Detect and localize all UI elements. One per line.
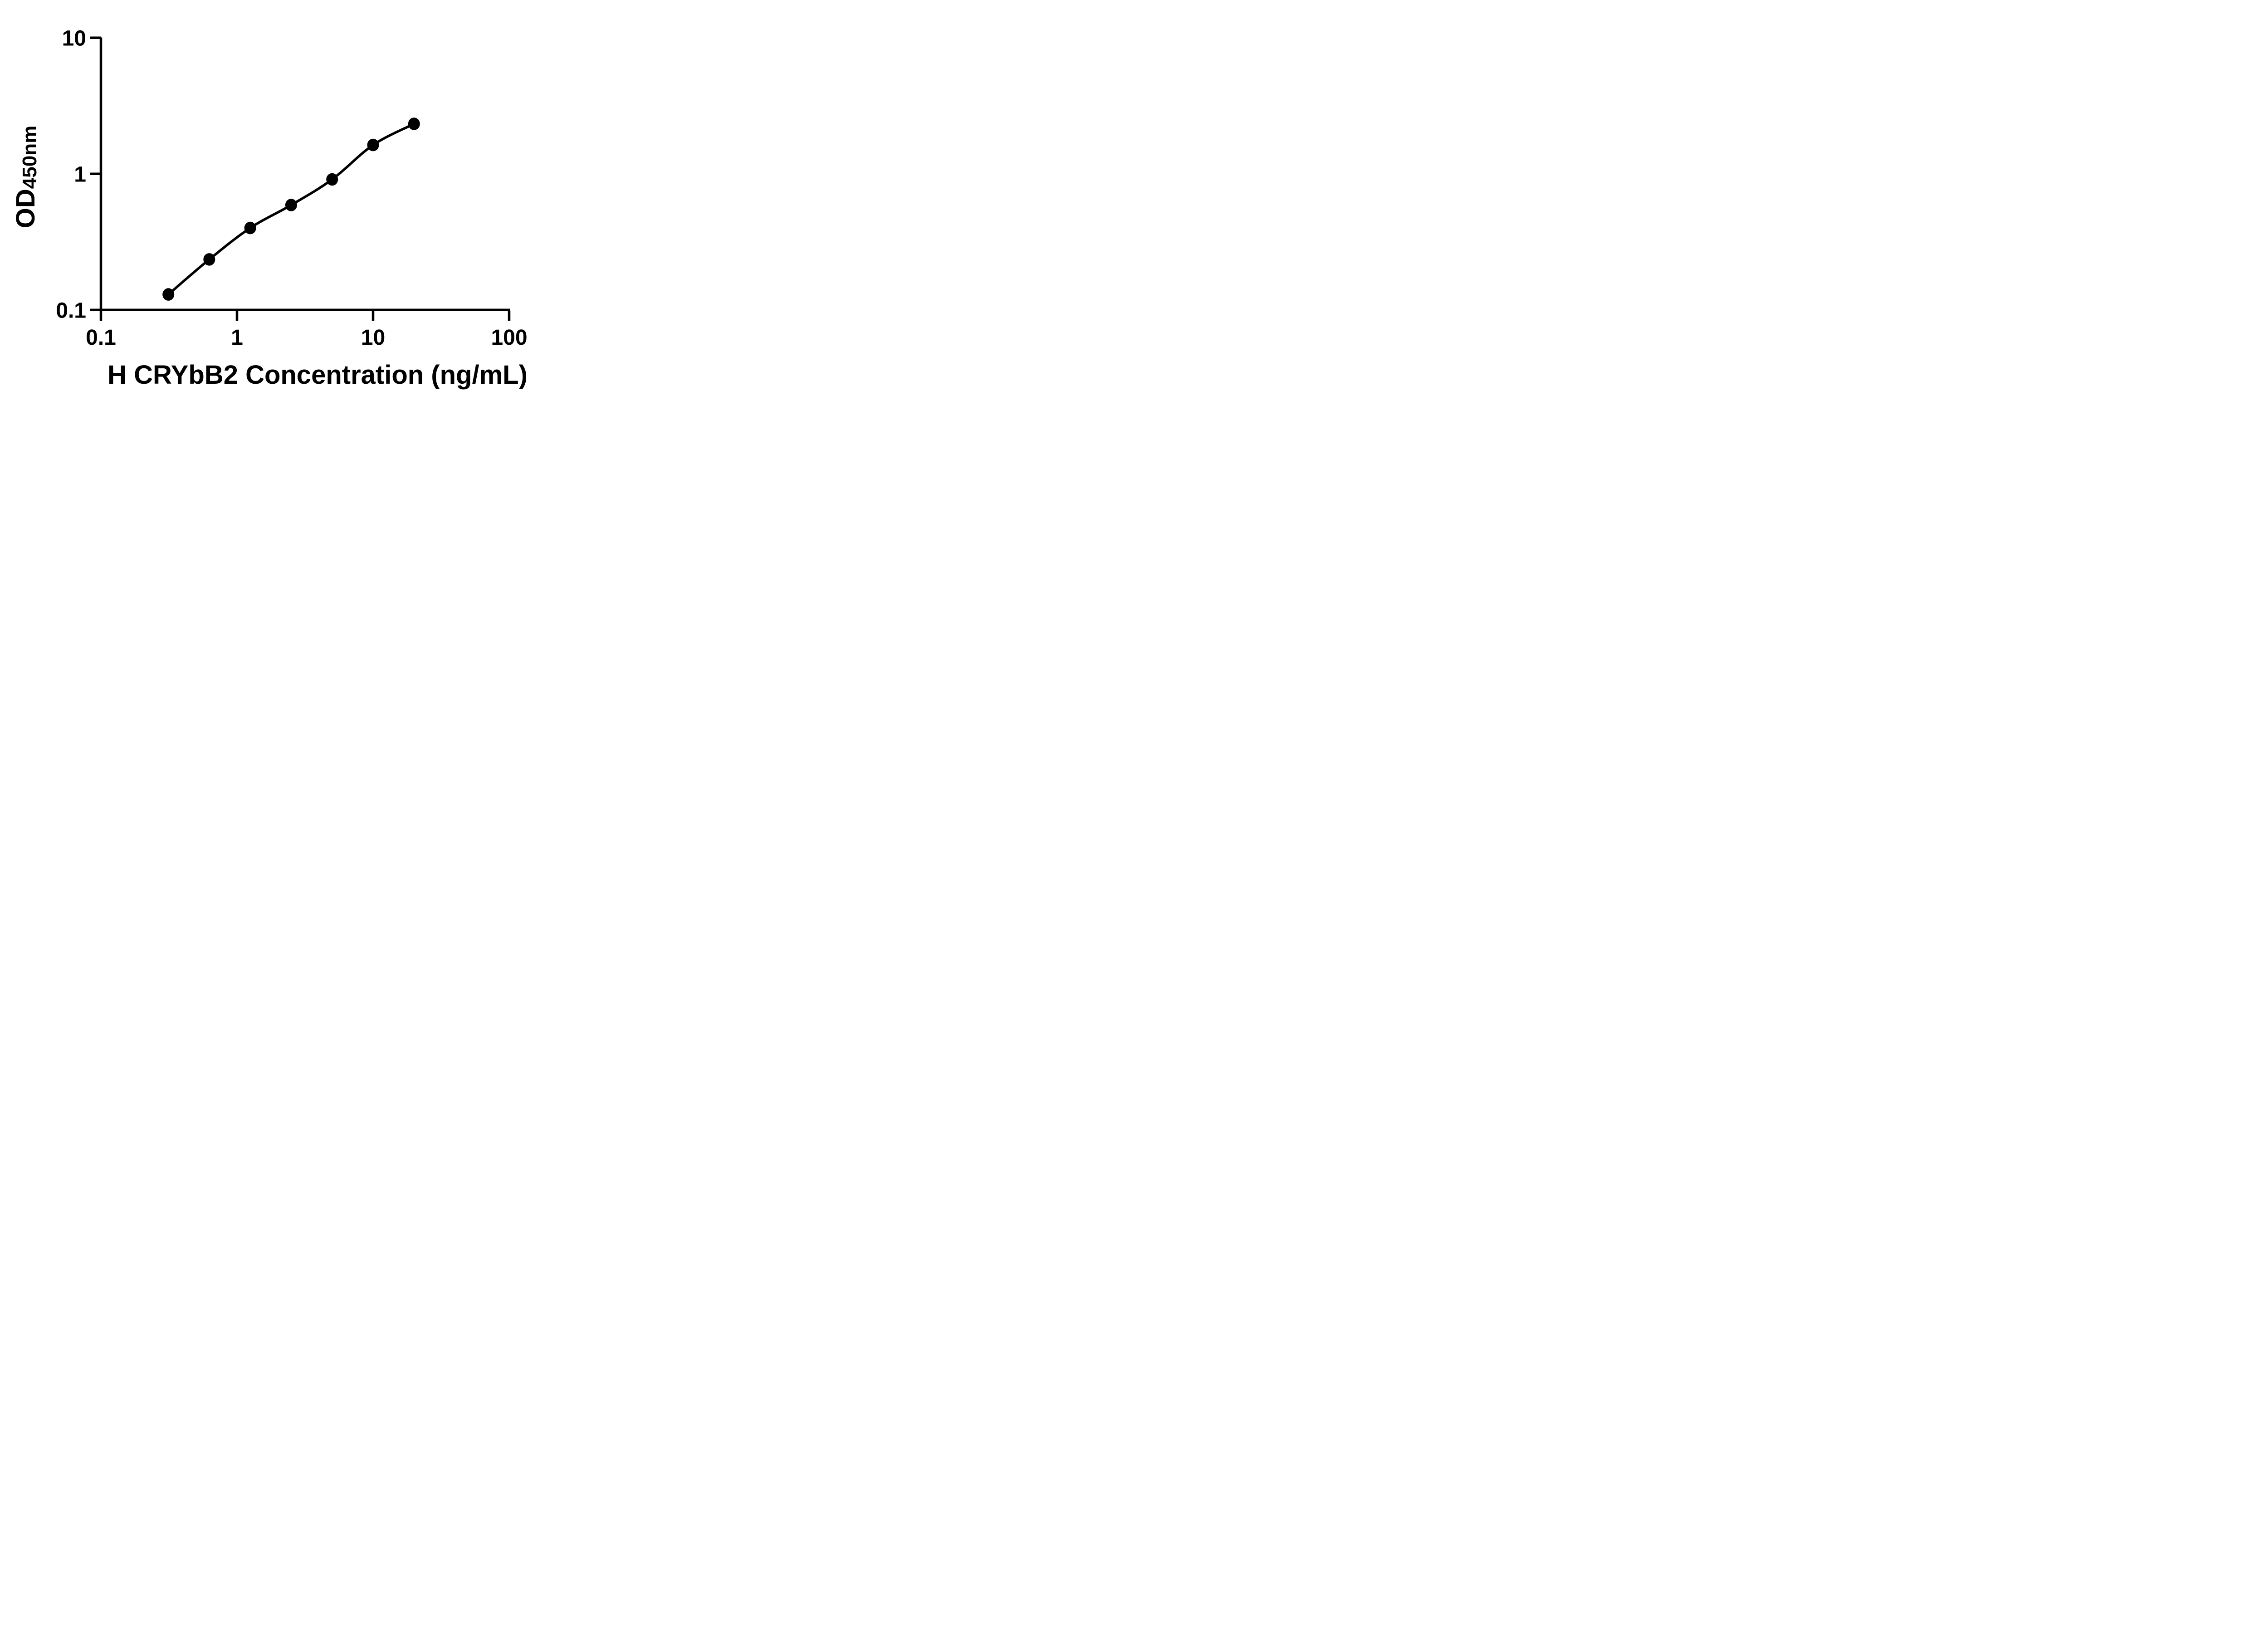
tick-labels-group: 0.1 1 10 100 10 1 0.1: [56, 26, 527, 350]
data-point-marker: [244, 221, 256, 235]
elisa-standard-curve-figure: 0.1 1 10 100 10 1 0.1 H CRYbB2 Concentration (…: [0, 0, 572, 408]
plot-area: 0.1 1 10 100 10 1 0.1: [56, 26, 527, 350]
x-tick-label: 100: [491, 326, 527, 350]
y-tick-label: 0.1: [56, 298, 86, 323]
data-point-marker: [203, 253, 215, 266]
data-point-marker: [367, 138, 379, 152]
x-tick-label: 10: [361, 326, 385, 350]
axes-group: [99, 37, 510, 311]
data-point-marker: [408, 117, 420, 130]
x-axis-title: H CRYbB2 Concentration (ng/mL): [108, 360, 528, 390]
y-tick-label: 1: [74, 162, 86, 186]
x-tick-label: 0.1: [86, 326, 116, 350]
data-point-marker: [326, 173, 338, 186]
axis-lines: [99, 37, 510, 311]
y-axis-title-main: OD: [11, 189, 40, 228]
x-tick-label: 1: [231, 326, 243, 350]
y-axis-title: OD450nm: [11, 126, 41, 228]
y-tick-label: 10: [62, 26, 86, 50]
data-point-marker: [162, 288, 175, 301]
y-axis-title-sub: 450nm: [19, 126, 41, 189]
points-group: [162, 117, 420, 301]
data-point-marker: [285, 199, 297, 211]
tick-marks-group: [90, 36, 511, 321]
chart-canvas: 0.1 1 10 100 10 1 0.1 H CRYbB2 Concentration (…: [11, 26, 528, 390]
